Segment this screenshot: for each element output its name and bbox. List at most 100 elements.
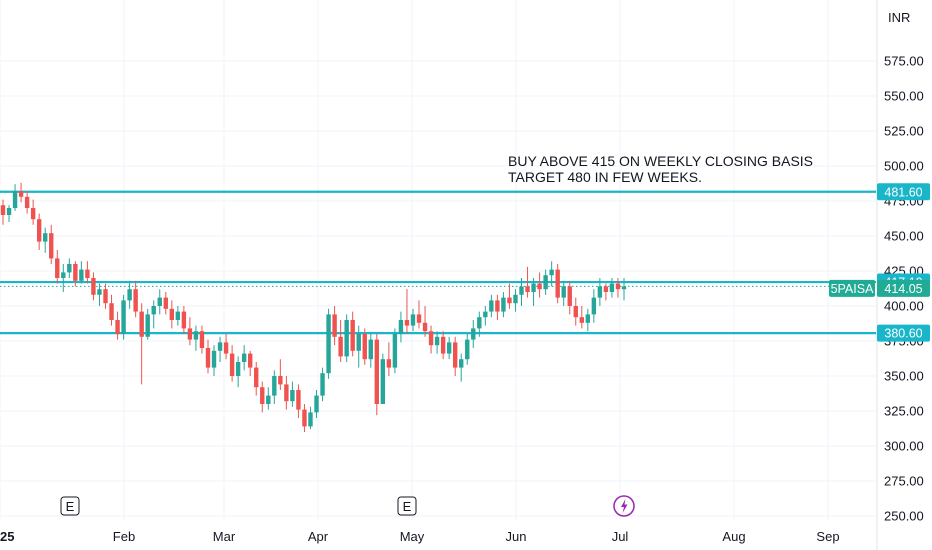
annotation-line-1: BUY ABOVE 415 ON WEEKLY CLOSING BASIS xyxy=(508,153,813,169)
candle-body xyxy=(133,289,138,312)
candle-body xyxy=(398,320,404,334)
candle-body xyxy=(139,311,144,337)
y-tick-label: 250.00 xyxy=(884,509,924,524)
candle-body xyxy=(55,258,60,278)
candle-body xyxy=(519,286,524,295)
candle-body xyxy=(61,272,66,278)
candle-body xyxy=(49,233,54,259)
symbol-tag-text: 5PAISA xyxy=(831,282,875,296)
candle-body xyxy=(579,317,584,323)
candle-body xyxy=(145,314,150,337)
candle-body xyxy=(561,286,566,298)
candle-body xyxy=(525,286,530,292)
candle-body xyxy=(537,283,542,290)
candle-body xyxy=(615,283,621,290)
last-price-tag: 5PAISA 414.05 xyxy=(829,279,930,297)
y-tick-label: 525.00 xyxy=(884,124,924,139)
candle-body xyxy=(36,219,42,242)
earnings-marker[interactable]: E xyxy=(397,496,417,516)
candle-body xyxy=(97,289,102,295)
level-tag-text: 481.60 xyxy=(884,185,922,199)
candle-body xyxy=(308,412,313,427)
candle-body xyxy=(591,297,597,315)
candle-body xyxy=(73,264,78,281)
candle-body xyxy=(0,205,6,215)
chart-annotation: BUY ABOVE 415 ON WEEKLY CLOSING BASIS TA… xyxy=(508,153,813,185)
candle-body xyxy=(440,336,446,354)
x-tick-label: Aug xyxy=(722,529,745,544)
candle-body xyxy=(609,283,615,292)
currency-label[interactable]: INR xyxy=(888,10,910,25)
candle-body xyxy=(501,297,506,312)
candle-body xyxy=(549,269,554,276)
candle-body xyxy=(79,269,84,281)
last-price-text: 414.05 xyxy=(884,282,922,296)
candle-body xyxy=(127,289,132,301)
candle-body xyxy=(6,208,12,215)
dividend-marker[interactable] xyxy=(613,495,635,517)
candle-body xyxy=(254,367,259,388)
y-tick-label: 400.00 xyxy=(884,299,924,314)
candle-body xyxy=(169,308,175,320)
candle-body xyxy=(428,331,434,346)
earnings-label: E xyxy=(403,499,412,514)
y-tick-label: 550.00 xyxy=(884,89,924,104)
candle-body xyxy=(193,331,199,340)
candle-body xyxy=(175,311,181,320)
candle-body xyxy=(410,314,416,326)
candle-body xyxy=(404,320,410,326)
candle-body xyxy=(380,359,386,404)
candle-body xyxy=(290,390,295,402)
candle-body xyxy=(91,278,96,295)
y-tick-label: 300.00 xyxy=(884,439,924,454)
candle-body xyxy=(422,322,428,332)
candle-body xyxy=(585,314,591,323)
x-tick-label: May xyxy=(400,529,425,544)
candle-body xyxy=(43,233,48,242)
candle-body xyxy=(531,283,536,292)
candle-series xyxy=(0,182,627,432)
x-tick-label: Mar xyxy=(213,529,236,544)
x-tick-label: 2025 xyxy=(0,529,14,544)
candle-body xyxy=(272,376,277,396)
candle-body xyxy=(350,320,355,351)
candle-body xyxy=(199,331,205,348)
y-tick-label: 350.00 xyxy=(884,369,924,384)
candle-body xyxy=(477,317,482,329)
candle-body xyxy=(151,306,156,315)
candle-body xyxy=(85,269,90,278)
candle-body xyxy=(573,306,578,318)
candle-body xyxy=(489,300,494,312)
candle-body xyxy=(157,297,162,306)
candle-body xyxy=(543,275,548,290)
earnings-label: E xyxy=(66,499,75,514)
candle-body xyxy=(368,339,373,360)
candle-body xyxy=(452,342,458,368)
earnings-marker[interactable]: E xyxy=(60,496,80,516)
candle-body xyxy=(459,359,464,368)
candle-body xyxy=(302,409,307,427)
time-axis[interactable]: 2025 Feb Mar Apr May Jun Jul Aug Sep xyxy=(0,529,840,544)
price-axis[interactable]: INR 250.00275.00300.00325.00350.00375.00… xyxy=(876,0,924,550)
earnings-icon xyxy=(397,496,417,516)
candle-body xyxy=(356,334,361,351)
candle-body xyxy=(434,336,440,346)
candle-body xyxy=(362,334,367,360)
candle-body xyxy=(446,342,452,354)
candle-body xyxy=(12,191,18,208)
candle-body xyxy=(567,286,572,306)
candle-body xyxy=(163,297,168,309)
candle-body xyxy=(621,286,627,290)
x-tick-label: Jul xyxy=(612,529,629,544)
x-tick-label: Apr xyxy=(308,529,329,544)
y-tick-label: 575.00 xyxy=(884,54,924,69)
candle-body xyxy=(18,191,24,197)
earnings-icon xyxy=(60,496,80,516)
lightning-glyph xyxy=(621,499,628,513)
candle-body xyxy=(67,264,72,273)
candle-body xyxy=(296,390,301,410)
candle-body xyxy=(217,342,223,351)
